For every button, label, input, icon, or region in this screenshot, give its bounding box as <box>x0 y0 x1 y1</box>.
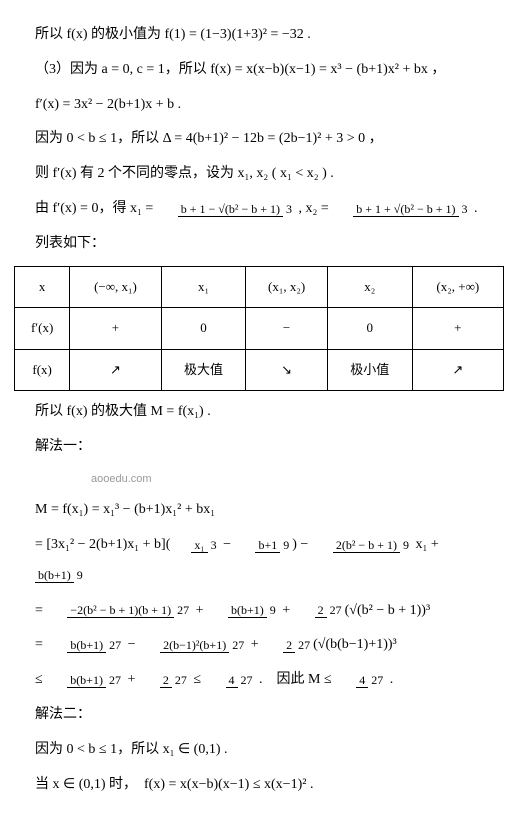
fraction: b + 1 + √(b² − b + 1)3 <box>332 202 470 216</box>
text: . <box>471 201 478 216</box>
text-line: = −2(b² − b + 1)(b + 1)27 + b(b+1)9 + 22… <box>14 596 504 627</box>
text-line: 列表如下： <box>14 229 504 260</box>
cell: x₂ <box>327 266 412 308</box>
text-line: 由 f′(x) = 0，得 x₁ = b + 1 − √(b² − b + 1)… <box>14 194 504 225</box>
cell: 极大值 <box>161 349 246 391</box>
cell: 0 <box>327 308 412 350</box>
text-line: ≤ b(b+1)27 + 227 ≤ 427 . 因此 M ≤ 427 . <box>14 665 504 696</box>
text-line: 因为 0 < b ≤ 1，所以 x₁ ∈ (0,1) . <box>14 735 504 766</box>
text-line: 所以 f(x) 的极大值 M = f(x₁) . <box>14 397 504 428</box>
cell: + <box>412 308 503 350</box>
cell: 0 <box>161 308 246 350</box>
cell: − <box>246 308 328 350</box>
text-line: 解法二： <box>14 700 504 731</box>
watermark: aooedu.com <box>14 467 504 491</box>
cell: ↗ <box>412 349 503 391</box>
text-line: （3）因为 a = 0, c = 1，所以 f(x) = x(x−b)(x−1)… <box>14 55 504 86</box>
text-line: M = f(x₁) = x₁³ − (b+1)x₁² + bx₁ <box>14 495 504 526</box>
text-line: f′(x) = 3x² − 2(b+1)x + b . <box>14 90 504 121</box>
cell: ↗ <box>70 349 161 391</box>
text-line: 因为 0 < b ≤ 1，所以 Δ = 4(b+1)² − 12b = (2b−… <box>14 124 504 155</box>
text: , x₂ = <box>295 201 332 216</box>
cell: ↘ <box>246 349 328 391</box>
text-line: 则 f′(x) 有 2 个不同的零点，设为 x₁, x₂ ( x₁ < x₂ )… <box>14 159 504 190</box>
cell: x₁ <box>161 266 246 308</box>
cell: f(x) <box>15 349 70 391</box>
cell: (x₂, +∞) <box>412 266 503 308</box>
text-line: 所以 f(x) 的极小值为 f(1) = (1−3)(1+3)² = −32 . <box>14 20 504 51</box>
text-line: 当 x ∈ (0,1) 时， f(x) = x(x−b)(x−1) ≤ x(x−… <box>14 770 504 801</box>
text-line: 解法一： <box>14 432 504 463</box>
cell: (−∞, x₁) <box>70 266 161 308</box>
cell: + <box>70 308 161 350</box>
text-line: = [3x₁² − 2(b+1)x₁ + b](x₁3 − b+19) − 2(… <box>14 530 504 592</box>
cell: x <box>15 266 70 308</box>
text-line: = b(b+1)27 − 2(b−1)²(b+1)27 + 227(√(b(b−… <box>14 630 504 661</box>
fraction: b + 1 − √(b² − b + 1)3 <box>157 202 295 216</box>
cell: f′(x) <box>15 308 70 350</box>
sign-table: x(−∞, x₁)x₁(x₁, x₂)x₂(x₂, +∞) f′(x)+0−0+… <box>14 266 504 392</box>
cell: 极小值 <box>327 349 412 391</box>
text: 由 f′(x) = 0，得 x₁ = <box>35 201 157 216</box>
cell: (x₁, x₂) <box>246 266 328 308</box>
